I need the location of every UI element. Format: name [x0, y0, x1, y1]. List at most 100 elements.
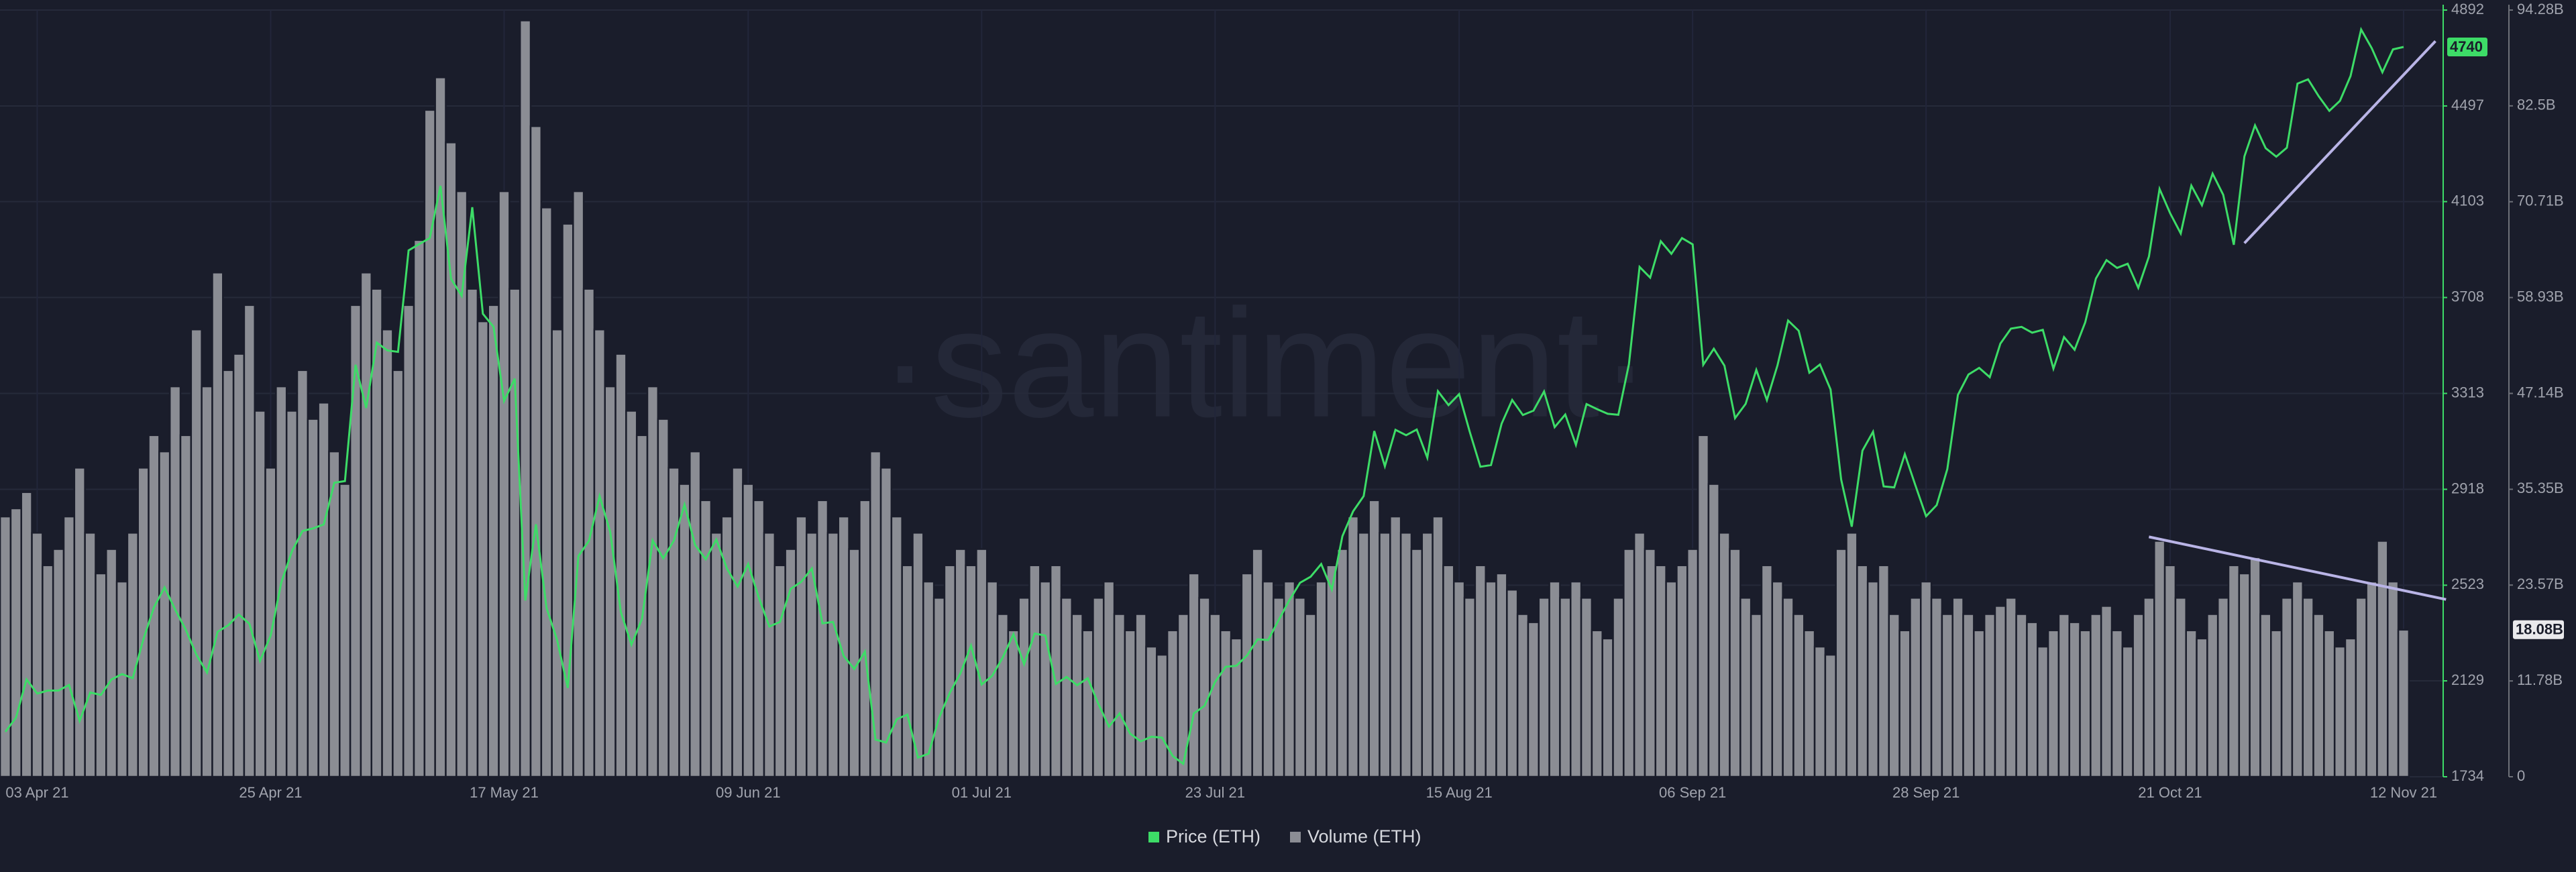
volume-bar [2121, 645, 2134, 778]
x-tick-label: 25 Apr 21 [239, 784, 302, 801]
volume-bar [1452, 580, 1466, 778]
volume-bar [254, 410, 266, 778]
volume-bar [996, 613, 1010, 778]
volume-bar [1697, 434, 1710, 778]
volume-bar [1612, 597, 1625, 778]
volume-bar [190, 328, 203, 778]
volume-bar [508, 288, 521, 778]
volume-bar [339, 483, 352, 778]
volume-bar [2132, 613, 2145, 778]
volume-bar [1368, 499, 1381, 778]
volume-bar [2206, 613, 2219, 778]
y2-tick-label: 23.57B [2517, 576, 2564, 592]
x-tick-label: 03 Apr 21 [5, 784, 68, 801]
volume-bar [551, 328, 564, 778]
volume-bar [381, 328, 394, 778]
volume-bar [1251, 548, 1264, 778]
volume-bar [540, 207, 553, 778]
volume-bar [922, 580, 935, 778]
volume-bar [859, 499, 871, 778]
volume-bar [1028, 564, 1041, 778]
volume-bar [1177, 613, 1190, 778]
volume-bar [1156, 653, 1169, 778]
legend-label: Price (ETH) [1166, 826, 1260, 847]
volume-bar [1569, 580, 1582, 778]
y-tick-label: 4103 [2451, 192, 2484, 209]
volume-bar [1548, 580, 1561, 778]
volume-bar [1304, 613, 1317, 778]
volume-bar [2238, 572, 2251, 778]
volume-bar [699, 499, 712, 778]
volume-bar [635, 434, 649, 778]
y-tick-label: 2129 [2451, 671, 2484, 688]
volume-bar [646, 385, 659, 778]
volume-bar [1336, 548, 1349, 778]
volume-bar [2079, 629, 2092, 778]
volume-bar [1262, 580, 1275, 778]
volume-bar [137, 467, 150, 778]
volume-bar [593, 328, 606, 778]
volume-bar [1293, 597, 1307, 778]
volume-bar [1559, 597, 1572, 778]
volume-bar [625, 410, 638, 778]
volume-bar [1962, 613, 1975, 778]
volume-bar [1782, 597, 1794, 778]
volume-bar [943, 564, 957, 778]
volume-bar [1601, 637, 1614, 778]
volume-bar [1676, 564, 1688, 778]
volume-bar [731, 467, 744, 778]
y2-tick-label: 82.5B [2517, 97, 2556, 113]
y-tick-label: 3708 [2451, 288, 2484, 305]
volume-bar [1506, 588, 1519, 778]
volume-bar [1845, 532, 1858, 778]
volume-bar [1527, 621, 1540, 778]
current-value-label: 18.08B [2516, 621, 2563, 638]
volume-bar [2174, 597, 2187, 778]
volume-bar [1856, 564, 1869, 778]
y2-tick-label: 35.35B [2517, 480, 2564, 496]
x-tick-label: 12 Nov 21 [2370, 784, 2437, 801]
volume-bar [2037, 645, 2049, 778]
volume-bar [2291, 580, 2304, 778]
volume-bar [476, 320, 489, 778]
volume-bar [2216, 597, 2230, 778]
volume-bar [243, 304, 256, 778]
volume-bar [2355, 597, 2367, 778]
volume-bar [9, 507, 22, 778]
volume-bar [1835, 548, 1847, 778]
volume-bar [1060, 597, 1073, 778]
volume-bar [1920, 580, 1933, 778]
volume-bar [1580, 597, 1593, 778]
volume-bar [392, 369, 405, 778]
volume-bar [1198, 597, 1211, 778]
volume-bar [1951, 597, 1964, 778]
volume-bar [1516, 613, 1529, 778]
volume-bar [1007, 629, 1020, 778]
volume-bar [360, 272, 372, 778]
volume-bar [232, 353, 246, 778]
volume-bar [710, 532, 723, 778]
volume-bar [1432, 515, 1444, 778]
volume-bar [1219, 629, 1232, 778]
volume-bar [2185, 629, 2198, 778]
volume-bar [890, 515, 903, 778]
volume-bar [529, 125, 543, 778]
volume-bar [1750, 613, 1763, 778]
volume-bar [784, 548, 797, 778]
volume-bar [52, 548, 65, 778]
volume-bar [2015, 613, 2028, 778]
volume-bar [614, 353, 627, 778]
volume-bar [1018, 597, 1030, 778]
volume-bar [869, 450, 882, 778]
volume-bar [296, 369, 309, 778]
volume-bar [1346, 515, 1360, 778]
volume-bar [1909, 597, 1922, 778]
volume-bar [402, 304, 415, 778]
volume-bar [2026, 621, 2039, 778]
volume-bar [1538, 597, 1550, 778]
volume-bar [773, 564, 786, 778]
volume-bar [667, 467, 680, 778]
volume-bar [826, 532, 840, 778]
volume-bar [2280, 597, 2294, 778]
